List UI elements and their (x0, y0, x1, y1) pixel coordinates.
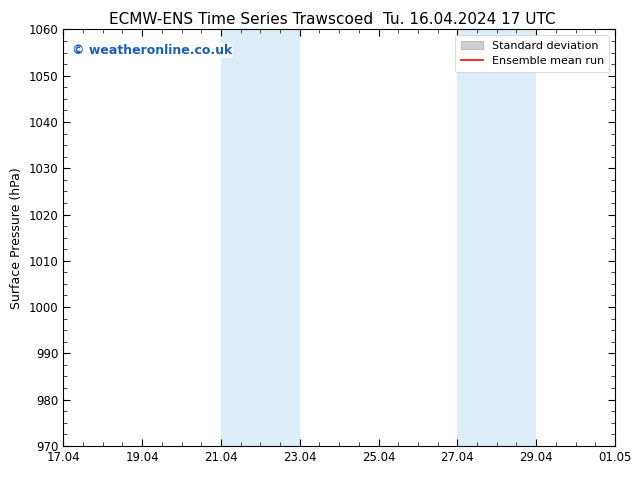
Y-axis label: Surface Pressure (hPa): Surface Pressure (hPa) (10, 167, 23, 309)
Text: Tu. 16.04.2024 17 UTC: Tu. 16.04.2024 17 UTC (383, 12, 555, 27)
Legend: Standard deviation, Ensemble mean run: Standard deviation, Ensemble mean run (455, 35, 609, 72)
Text: ECMW-ENS Time Series Trawscoed: ECMW-ENS Time Series Trawscoed (109, 12, 373, 27)
Bar (457, 29, 536, 446)
Text: © weatheronline.co.uk: © weatheronline.co.uk (72, 44, 232, 57)
Bar (221, 29, 300, 446)
